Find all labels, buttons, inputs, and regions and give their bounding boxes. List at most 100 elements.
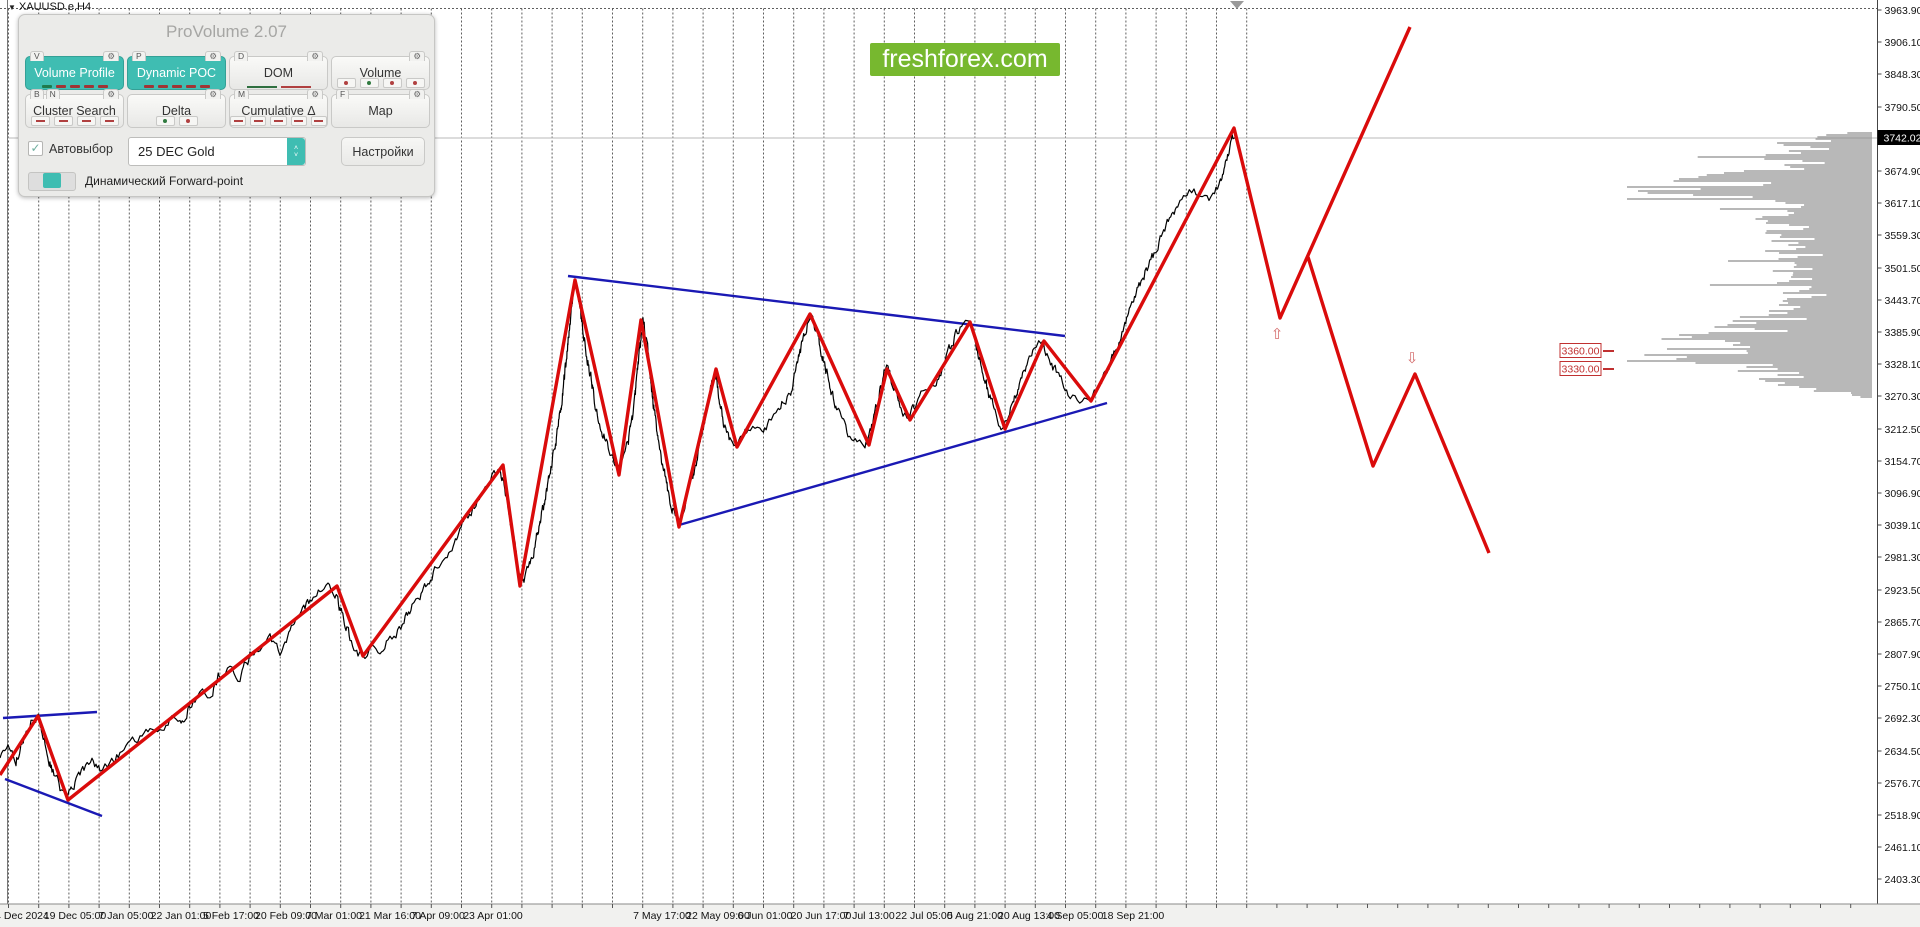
panel-button-label: Volume Profile [34, 66, 115, 80]
price-axis-label: 2981.30 [1885, 552, 1920, 564]
gear-icon[interactable]: ⚙ [409, 89, 425, 99]
dropdown-spinner-icon[interactable]: ˄ ˅ [287, 138, 305, 165]
price-level-label-3360.00[interactable]: 3360.00 [1559, 343, 1614, 358]
collapse-icon[interactable]: ▼ [8, 2, 16, 12]
instrument-dropdown[interactable]: 25 DEC Gold ˄ ˅ [128, 137, 306, 166]
instrument-dropdown-value: 25 DEC Gold [138, 144, 215, 159]
panel-button-label: Map [368, 104, 393, 118]
indicator-marks-strip [26, 116, 123, 126]
indicator-marks-strip [26, 85, 123, 88]
hotkey-tab: D [234, 51, 249, 61]
time-axis-label: 7 May 17:00 [633, 910, 691, 922]
panel-button-dynamic-poc[interactable]: Dynamic POC P ⚙ [127, 51, 226, 90]
forward-point-toggle[interactable] [28, 172, 76, 191]
price-axis-label: 3039.10 [1885, 520, 1920, 532]
gear-icon[interactable]: ⚙ [205, 51, 221, 61]
indicator-mark [83, 85, 94, 88]
time-axis-label: 22 Jul 05:00 [895, 910, 952, 922]
indicator-mark [246, 86, 277, 88]
trendline-blue-2[interactable] [2, 710, 98, 720]
gear-icon[interactable]: ⚙ [307, 51, 323, 61]
panel-button-map[interactable]: Map F ⚙ [331, 89, 430, 128]
forecast-line-bullish[interactable] [0, 26, 1412, 802]
chart-shift-marker-icon[interactable] [1230, 1, 1244, 9]
indicator-mark [270, 116, 287, 126]
indicator-mark [405, 78, 425, 88]
indicator-mark [41, 85, 52, 88]
panel-button-label: Dynamic POC [136, 66, 217, 80]
indicator-mark [76, 116, 96, 126]
panel-button-dom[interactable]: DOM D ⚙ [229, 51, 328, 90]
toggle-knob[interactable] [43, 173, 61, 188]
time-axis-label: 5 Feb 17:00 [203, 910, 259, 922]
time-axis-label: 20 Jun 17:00 [791, 910, 852, 922]
time-axis-label: 23 Apr 01:00 [463, 910, 523, 922]
panel-button-cumulative-[interactable]: Cumulative Δ M ⚙ [229, 89, 328, 128]
time-axis-label: 4 Dec 2024 [0, 910, 49, 922]
current-price-label: 3742.02 [1877, 130, 1920, 145]
broker-watermark-text: freshforex.com [882, 45, 1048, 73]
chart-symbol-title[interactable]: ▼ XAUUSD.e,H4 [8, 1, 91, 13]
panel-button-volume[interactable]: Volume ⚙ [331, 51, 430, 90]
up-arrow-icon[interactable]: ⇧ [1271, 326, 1284, 343]
price-axis-label: 3270.30 [1885, 391, 1920, 403]
svg-text:3360.00: 3360.00 [1562, 346, 1600, 358]
panel-button-cluster-search[interactable]: Cluster Search B N ⚙ [25, 89, 124, 128]
trendline-blue-1[interactable] [678, 401, 1108, 527]
price-axis-label: 2692.30 [1885, 713, 1920, 725]
panel-button-label: Delta [161, 104, 192, 118]
panel-button-label: DOM [263, 66, 294, 80]
panel-button-volume-profile[interactable]: Volume Profile V ⚙ [25, 51, 124, 90]
indicator-mark [53, 116, 73, 126]
hotkey-tab: V [30, 51, 44, 61]
price-axis-label: 3674.90 [1885, 166, 1920, 178]
gear-icon[interactable]: ⚙ [409, 51, 425, 61]
panel-button-label: Cluster Search [33, 104, 116, 118]
indicator-mark [230, 116, 247, 126]
time-axis-label: 7 Mar 01:00 [306, 910, 362, 922]
svg-text:3742.02: 3742.02 [1884, 133, 1920, 145]
down-arrow-icon[interactable]: ⇩ [1406, 350, 1419, 367]
time-axis-label: 18 Sep 21:00 [1102, 910, 1165, 922]
forecast-line-bearish[interactable] [1306, 256, 1491, 554]
indicator-mark [155, 116, 175, 126]
trendline-blue-3[interactable] [4, 777, 103, 818]
time-axis-label: 6 Jun 01:00 [738, 910, 793, 922]
indicator-mark [185, 85, 196, 88]
autoselect-checkbox[interactable]: ✓ [28, 141, 43, 156]
indicator-mark [143, 85, 154, 88]
indicator-mark [310, 116, 328, 126]
gear-icon[interactable]: ⚙ [205, 89, 221, 99]
panel-button-delta[interactable]: Delta ⚙ [127, 89, 226, 128]
forecast-lines[interactable] [0, 26, 1491, 802]
price-level-label-3330.00[interactable]: 3330.00 [1559, 361, 1614, 376]
time-axis-label: 20 Aug 13:00 [998, 910, 1060, 922]
panel-button-label: Cumulative Δ [241, 104, 316, 118]
trendline-blue-0[interactable] [567, 274, 1066, 338]
indicator-mark [178, 116, 198, 126]
time-axis-label: 5 Aug 21:00 [947, 910, 1003, 922]
price-axis-label: 2518.90 [1885, 810, 1920, 822]
forward-point-label: Динамический Forward-point [85, 174, 244, 188]
settings-button[interactable]: Настройки [341, 137, 425, 166]
price-axis[interactable]: 3963.903906.103848.303790.503732.703674.… [1877, 0, 1920, 904]
gear-icon[interactable]: ⚙ [307, 89, 323, 99]
trendlines[interactable] [2, 274, 1108, 818]
panel-button-label: Volume [359, 66, 402, 80]
price-axis-label: 2461.10 [1885, 842, 1920, 854]
indicator-marks-strip [332, 78, 429, 88]
price-axis-label: 2750.10 [1885, 681, 1920, 693]
indicator-marks-strip [230, 86, 327, 88]
volume-profile [1627, 132, 1872, 398]
indicator-mark [290, 116, 307, 126]
time-axis-label: 7 Jul 13:00 [843, 910, 895, 922]
gear-icon[interactable]: ⚙ [103, 51, 119, 61]
price-axis-label: 3559.30 [1885, 230, 1920, 242]
indicator-mark [97, 85, 108, 88]
indicator-mark [199, 85, 210, 88]
gear-icon[interactable]: ⚙ [103, 89, 119, 99]
time-axis-label: 20 Feb 09:00 [255, 910, 317, 922]
